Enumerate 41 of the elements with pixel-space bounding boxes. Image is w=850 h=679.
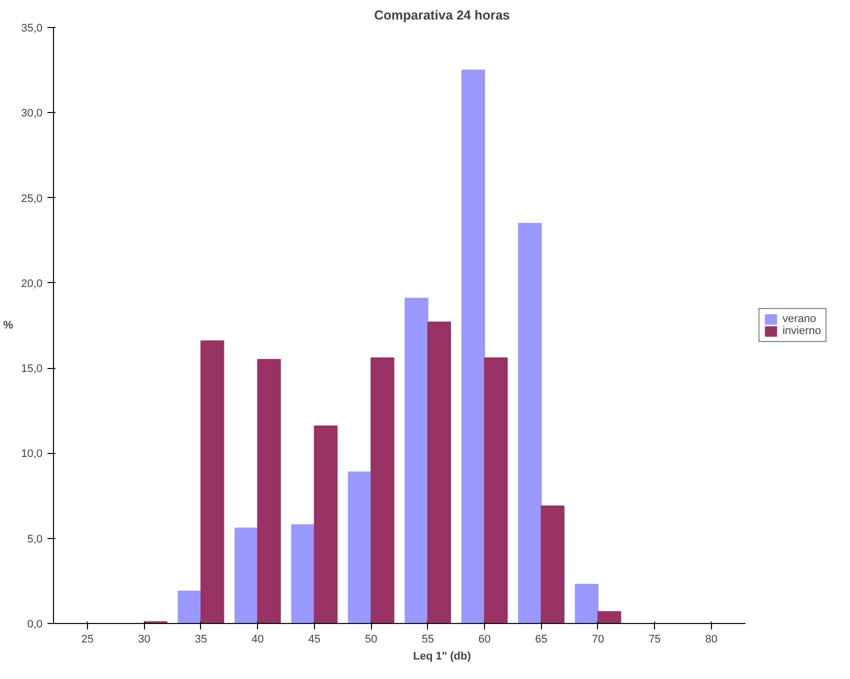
y-tick-label: 20,0 bbox=[21, 278, 43, 290]
y-tick-label: 25,0 bbox=[21, 192, 43, 205]
x-tick-label: 45 bbox=[308, 634, 321, 646]
legend-label: verano bbox=[782, 313, 816, 325]
bar bbox=[518, 222, 542, 624]
y-tick-label: 5,0 bbox=[27, 533, 43, 546]
x-tick-label: 60 bbox=[478, 634, 491, 646]
x-tick-label: 40 bbox=[252, 634, 264, 646]
x-axis-title: Leq 1" (db) bbox=[413, 650, 472, 662]
bar bbox=[178, 590, 202, 624]
bar bbox=[291, 524, 315, 624]
y-tick-label: 30,0 bbox=[21, 108, 43, 120]
x-tick-label: 50 bbox=[364, 634, 378, 646]
legend-label: invierno bbox=[782, 325, 821, 337]
x-tick-label: 65 bbox=[535, 634, 548, 646]
bar bbox=[404, 298, 428, 624]
x-tick-label: 80 bbox=[705, 634, 718, 646]
bar bbox=[314, 425, 338, 624]
chart-title: Comparativa 24 horas bbox=[374, 8, 510, 22]
bar bbox=[597, 611, 622, 624]
y-tick-label: 0,0 bbox=[27, 618, 43, 630]
bar bbox=[484, 357, 508, 624]
y-tick-label: 15,0 bbox=[21, 363, 43, 376]
x-tick-label: 70 bbox=[592, 634, 604, 646]
bar bbox=[348, 471, 372, 624]
bar bbox=[427, 322, 452, 624]
x-tick-label: 35 bbox=[194, 634, 208, 646]
bar bbox=[461, 70, 486, 624]
x-tick-label: 25 bbox=[81, 634, 94, 646]
bar bbox=[370, 357, 394, 624]
bar bbox=[257, 359, 281, 624]
bar bbox=[200, 340, 224, 624]
bar bbox=[574, 584, 598, 624]
bar bbox=[234, 528, 258, 624]
y-tick-label: 35,0 bbox=[21, 22, 43, 34]
y-tick-label: 10,0 bbox=[21, 448, 43, 460]
bar bbox=[540, 506, 564, 624]
x-tick-label: 75 bbox=[648, 634, 661, 646]
x-tick-label: 55 bbox=[422, 634, 434, 646]
x-tick-label: 30 bbox=[138, 634, 150, 646]
y-axis-title: % bbox=[3, 320, 14, 332]
